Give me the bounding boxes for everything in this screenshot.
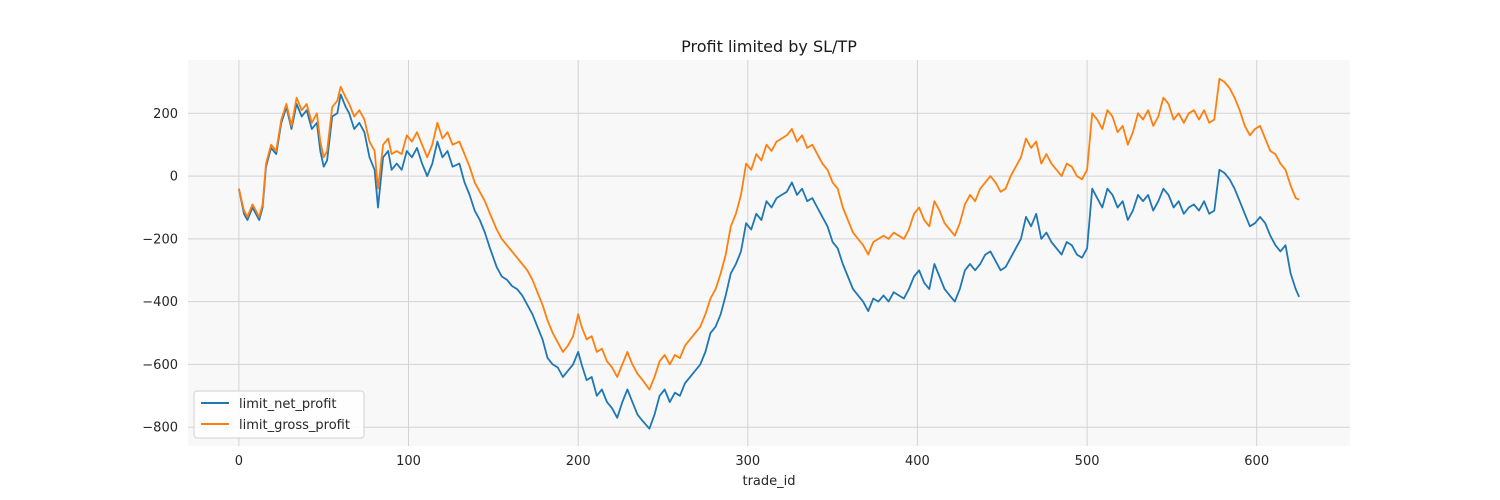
y-tick-label: −600 (142, 358, 178, 373)
x-tick-label: 0 (235, 454, 243, 469)
series-lines (238, 77, 1300, 430)
x-tick-label: 300 (735, 454, 760, 469)
y-tick-label: −400 (142, 295, 178, 310)
legend: limit_net_profit limit_gross_profit (193, 390, 365, 439)
series-line-limit-net-profit (238, 93, 1300, 430)
tick-labels: 0 100 200 300 400 500 600 −800 −600 −400 −200 0 200 (142, 107, 1269, 469)
series-line-limit-gross-profit (238, 77, 1300, 391)
y-tick-label: 0 (170, 170, 178, 185)
chart-title: Profit limited by SL/TP (681, 37, 857, 56)
legend-label-limit-net-profit: limit_net_profit (239, 397, 336, 412)
x-tick-label: 400 (905, 454, 930, 469)
x-axis-label: trade_id (742, 474, 795, 489)
plot-area (188, 60, 1350, 446)
x-tick-label: 200 (566, 454, 591, 469)
y-tick-label: 200 (153, 107, 178, 122)
y-tick-label: −800 (142, 421, 178, 436)
legend-frame (193, 390, 365, 439)
legend-label-limit-gross-profit: limit_gross_profit (239, 418, 350, 433)
grid-lines (188, 60, 1350, 446)
x-tick-label: 100 (396, 454, 421, 469)
x-tick-label: 600 (1244, 454, 1269, 469)
y-tick-label: −200 (142, 232, 178, 247)
x-tick-label: 500 (1075, 454, 1100, 469)
